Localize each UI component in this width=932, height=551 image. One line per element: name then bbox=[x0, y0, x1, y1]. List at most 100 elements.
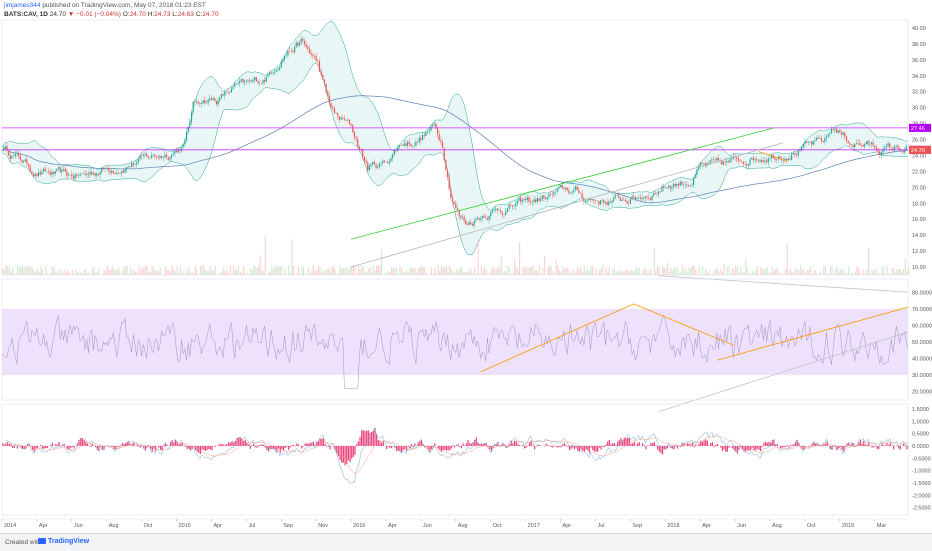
candle-body bbox=[234, 83, 235, 87]
candle-body bbox=[352, 125, 353, 132]
candle-body bbox=[763, 160, 764, 162]
candle-body bbox=[505, 212, 506, 215]
macd-histogram-bar bbox=[165, 443, 166, 446]
candle-body bbox=[262, 80, 263, 83]
volume-bar bbox=[368, 269, 369, 275]
candle bbox=[447, 169, 448, 180]
volume-bar bbox=[466, 272, 467, 275]
macd-histogram-bar bbox=[851, 443, 852, 446]
macd-frame bbox=[2, 404, 908, 515]
macd-histogram-bar bbox=[288, 446, 289, 450]
macd-histogram-bar bbox=[305, 443, 306, 446]
candle-body bbox=[739, 161, 740, 162]
macd-histogram-bar bbox=[893, 446, 894, 449]
volume-bar bbox=[481, 265, 482, 275]
candle-body bbox=[123, 171, 124, 172]
price-panel[interactable] bbox=[1, 21, 909, 275]
macd-histogram-bar bbox=[368, 430, 369, 446]
candle-body bbox=[721, 161, 722, 165]
tradingview-brand[interactable]: TradingView bbox=[38, 538, 89, 545]
candle-body bbox=[746, 164, 747, 166]
macd-line bbox=[2, 428, 908, 483]
candle-body bbox=[693, 178, 694, 185]
candle-body bbox=[18, 153, 19, 156]
volume-bar bbox=[444, 268, 445, 275]
volume-bar bbox=[301, 266, 302, 275]
volume-bar bbox=[98, 268, 99, 275]
volume-bar bbox=[173, 270, 174, 275]
macd-histogram-bar bbox=[459, 446, 460, 447]
macd-histogram-bar bbox=[590, 446, 591, 448]
candle-body bbox=[618, 195, 619, 198]
volume-bar bbox=[457, 271, 458, 275]
macd-histogram-bar bbox=[714, 446, 715, 447]
volume-bar bbox=[777, 268, 778, 275]
volume-bar bbox=[221, 271, 222, 275]
volume-bar bbox=[895, 273, 896, 275]
volume-bar bbox=[137, 273, 138, 275]
macd-histogram-bar bbox=[449, 446, 450, 450]
macd-histogram-bar bbox=[634, 442, 635, 446]
macd-histogram-bar bbox=[454, 446, 455, 447]
volume-bar bbox=[256, 268, 257, 275]
volume-bar bbox=[273, 269, 274, 275]
volume-bar bbox=[152, 266, 153, 275]
candle-body bbox=[311, 53, 312, 55]
candle-body bbox=[831, 129, 832, 133]
macd-histogram-bar bbox=[657, 446, 658, 450]
volume-bar bbox=[609, 267, 610, 275]
candle-body bbox=[472, 224, 473, 226]
candle-body bbox=[50, 172, 51, 175]
volume-bar bbox=[29, 265, 30, 275]
macd-histogram-bar bbox=[356, 444, 357, 446]
volume-bar bbox=[391, 267, 392, 275]
candle-body bbox=[309, 49, 310, 53]
macd-histogram-bar bbox=[68, 446, 69, 450]
volume-bar bbox=[494, 269, 495, 275]
gray-channel-upper[interactable] bbox=[659, 276, 908, 293]
candle-body bbox=[342, 118, 343, 119]
chart-canvas[interactable]: 40.0038.0036.0034.0032.0030.0028.0026.00… bbox=[0, 0, 932, 533]
x-tick-label: Apr bbox=[563, 523, 572, 529]
candle-body bbox=[856, 143, 857, 144]
candle-body bbox=[357, 139, 358, 146]
candle-body bbox=[33, 173, 34, 176]
volume-bar bbox=[788, 270, 789, 275]
macd-histogram-bar bbox=[890, 443, 891, 446]
volume-bar bbox=[780, 272, 781, 275]
candle-body bbox=[279, 67, 280, 69]
macd-histogram-bar bbox=[654, 442, 655, 446]
candle-body bbox=[8, 151, 9, 155]
candle-body bbox=[434, 124, 435, 125]
volume-bar bbox=[396, 268, 397, 275]
volume-bar bbox=[117, 270, 118, 275]
candle-body bbox=[193, 102, 194, 113]
volume-bar bbox=[614, 268, 615, 275]
candle-body bbox=[269, 73, 270, 76]
candle-body bbox=[93, 173, 94, 174]
macd-histogram-bar bbox=[562, 444, 563, 446]
rsi-panel[interactable] bbox=[2, 276, 908, 412]
volume-bar bbox=[290, 273, 291, 275]
macd-panel[interactable] bbox=[2, 428, 909, 484]
volume-bar bbox=[871, 269, 872, 275]
x-tick-label: Oct bbox=[493, 523, 502, 529]
rsi-tick-label: 30.0000 bbox=[912, 373, 932, 379]
candle-body bbox=[239, 81, 240, 84]
macd-histogram-bar bbox=[162, 446, 163, 450]
macd-histogram-bar bbox=[117, 446, 118, 447]
volume-bar bbox=[449, 266, 450, 275]
candle-body bbox=[292, 51, 293, 52]
candle bbox=[445, 159, 446, 171]
macd-histogram-bar bbox=[248, 445, 249, 446]
candle-body bbox=[409, 142, 410, 144]
volume-bar bbox=[153, 269, 154, 275]
volume-bar bbox=[627, 270, 628, 275]
candle-body bbox=[813, 141, 814, 144]
volume-bar bbox=[810, 267, 811, 275]
macd-histogram-bar bbox=[534, 446, 535, 449]
candle-body bbox=[595, 200, 596, 201]
macd-histogram-bar bbox=[90, 446, 91, 447]
volume-bar bbox=[25, 266, 26, 275]
macd-histogram-bar bbox=[632, 443, 633, 446]
